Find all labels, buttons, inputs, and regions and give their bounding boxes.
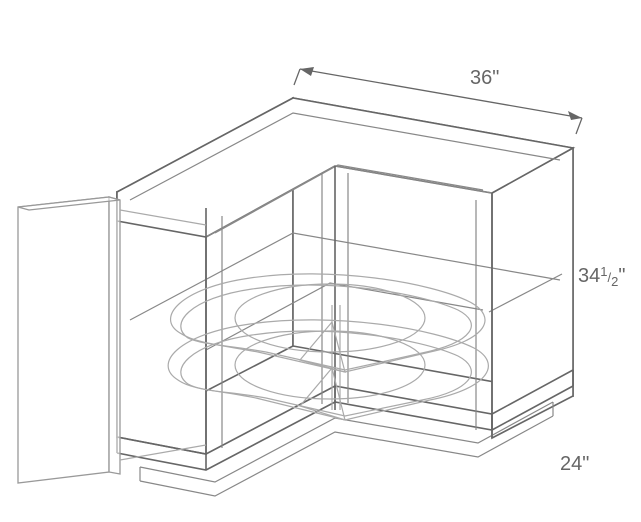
cabinet-isometric-diagram: 36" — [0, 0, 641, 522]
dimension-right: 341/2" — [578, 264, 625, 289]
lazy-susan-trays — [168, 274, 488, 420]
dimension-bottom: 24" — [560, 453, 589, 475]
dimension-height-label: 341/2" — [578, 264, 625, 289]
dimension-width-label: 36" — [470, 67, 499, 89]
right-front-side — [492, 148, 573, 438]
dimension-depth-label: 24" — [560, 453, 589, 475]
